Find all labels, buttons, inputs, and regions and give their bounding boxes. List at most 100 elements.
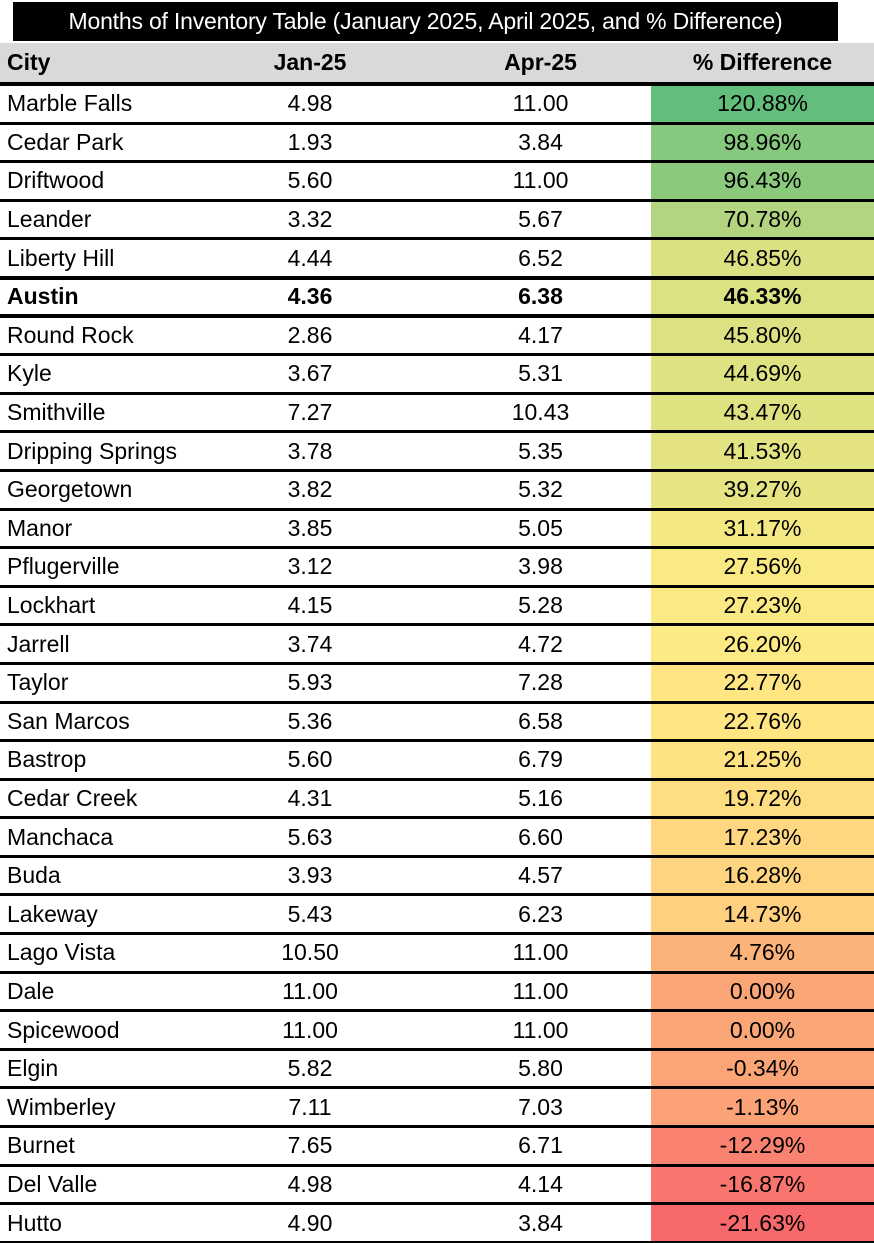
jan-cell: 3.93	[287, 862, 333, 889]
diff-cell: -12.29%	[651, 1128, 874, 1164]
jan-cell: 7.27	[287, 399, 333, 426]
apr-cell: 3.84	[518, 128, 563, 155]
table-row: Elgin 5.82 5.80 -0.34%	[0, 1050, 874, 1090]
city-cell: Dripping Springs	[7, 437, 178, 464]
diff-cell: 22.77%	[651, 664, 874, 701]
table-row: Lago Vista 10.50 11.00 4.76%	[0, 935, 874, 974]
diff-cell: 0.00%	[651, 973, 874, 1010]
apr-cell: 7.03	[518, 1093, 563, 1120]
table-row: Spicewood 11.00 11.00 0.00%	[0, 1012, 874, 1051]
diff-cell: 16.28%	[651, 857, 874, 894]
jan-cell: 3.12	[287, 553, 333, 580]
jan-cell: 5.82	[287, 1055, 333, 1082]
table-row: San Marcos 5.36 6.58 22.76%	[0, 703, 874, 743]
jan-cell: 10.50	[281, 939, 339, 966]
table-row: Lockhart 4.15 5.28 27.23%	[0, 587, 874, 627]
diff-cell: 14.73%	[651, 896, 874, 933]
diff-cell: 43.47%	[651, 394, 874, 431]
table-row: Dripping Springs 3.78 5.35 41.53%	[0, 433, 874, 472]
city-cell: Marble Falls	[7, 90, 133, 117]
table-row: Taylor 5.93 7.28 22.77%	[0, 664, 874, 704]
diff-cell: -21.63%	[651, 1205, 874, 1241]
city-cell: Dale	[7, 977, 55, 1004]
city-cell: Buda	[7, 862, 61, 889]
city-cell: Lockhart	[7, 592, 96, 619]
table-row: Cedar Creek 4.31 5.16 19.72%	[0, 780, 874, 820]
apr-cell: 6.58	[518, 707, 563, 734]
city-cell: Del Valle	[7, 1170, 98, 1197]
table-row: Cedar Park 1.93 3.84 98.96%	[0, 124, 874, 164]
jan-cell: 3.85	[287, 514, 333, 541]
diff-cell: 19.72%	[651, 780, 874, 817]
diff-cell: 0.00%	[651, 1012, 874, 1048]
diff-cell: 41.53%	[651, 433, 874, 469]
table-row: Bastrop 5.60 6.79 21.25%	[0, 742, 874, 781]
apr-cell: 6.71	[518, 1132, 563, 1159]
diff-cell: 46.33%	[651, 279, 874, 314]
table-row: Georgetown 3.82 5.32 39.27%	[0, 471, 874, 511]
jan-cell: 2.86	[287, 321, 333, 348]
city-cell: Leander	[7, 206, 92, 233]
apr-cell: 3.98	[518, 553, 563, 580]
apr-cell: 11.00	[512, 977, 569, 1004]
apr-cell: 11.00	[512, 167, 569, 194]
diff-cell: 45.80%	[651, 317, 874, 354]
city-cell: Bastrop	[7, 746, 87, 773]
diff-cell: 70.78%	[651, 201, 874, 238]
apr-cell: 4.72	[518, 630, 563, 657]
city-cell: Lakeway	[7, 900, 98, 927]
city-cell: Jarrell	[7, 630, 70, 657]
table-body: Marble Falls 4.98 11.00 120.88% Cedar Pa…	[0, 86, 874, 1243]
city-cell: Cedar Park	[7, 128, 124, 155]
apr-cell: 5.16	[518, 784, 563, 811]
apr-cell: 11.00	[512, 939, 569, 966]
diff-cell: -0.34%	[651, 1050, 874, 1087]
table-row: Manchaca 5.63 6.60 17.23%	[0, 819, 874, 858]
jan-cell: 3.82	[287, 476, 333, 503]
table-row: Buda 3.93 4.57 16.28%	[0, 857, 874, 897]
apr-cell: 10.43	[511, 399, 570, 426]
jan-cell: 5.60	[287, 167, 333, 194]
jan-cell: 3.32	[287, 206, 333, 233]
apr-cell: 6.52	[518, 244, 563, 271]
city-cell: Kyle	[7, 360, 52, 387]
diff-cell: -1.13%	[651, 1089, 874, 1126]
diff-cell: 96.43%	[651, 163, 874, 199]
table-row: Manor 3.85 5.05 31.17%	[0, 510, 874, 550]
table-row: Pflugerville 3.12 3.98 27.56%	[0, 549, 874, 588]
table-row: Jarrell 3.74 4.72 26.20%	[0, 626, 874, 665]
city-cell: Manor	[7, 514, 73, 541]
apr-cell: 5.31	[518, 360, 563, 387]
diff-cell: 27.23%	[651, 587, 874, 624]
city-cell: Spicewood	[7, 1016, 120, 1043]
city-cell: San Marcos	[7, 707, 130, 734]
jan-cell: 4.98	[287, 90, 333, 117]
table-row: Austin 4.36 6.38 46.33%	[0, 278, 874, 318]
diff-cell: 98.96%	[651, 124, 874, 161]
diff-cell: 31.17%	[651, 510, 874, 547]
diff-cell: 39.27%	[651, 471, 874, 508]
table-row: Del Valle 4.98 4.14 -16.87%	[0, 1166, 874, 1206]
jan-cell: 3.78	[287, 437, 333, 464]
apr-cell: 7.28	[518, 669, 563, 696]
apr-cell: 4.14	[518, 1170, 563, 1197]
city-cell: Manchaca	[7, 823, 114, 850]
jan-cell: 4.98	[287, 1170, 333, 1197]
jan-cell: 4.90	[287, 1209, 333, 1236]
apr-cell: 5.05	[518, 514, 563, 541]
title-bar: Months of Inventory Table (January 2025,…	[13, 2, 838, 41]
city-cell: Round Rock	[7, 321, 134, 348]
apr-cell: 11.00	[512, 90, 569, 117]
apr-cell: 6.60	[518, 823, 563, 850]
diff-cell: 46.85%	[651, 240, 874, 276]
apr-cell: 6.38	[518, 283, 563, 310]
diff-cell: 44.69%	[651, 356, 874, 392]
jan-cell: 3.74	[287, 630, 333, 657]
table-header-row: City Jan-25 Apr-25 % Difference	[0, 43, 874, 86]
city-cell: Austin	[7, 283, 79, 310]
apr-cell: 4.57	[518, 862, 563, 889]
diff-cell: -16.87%	[651, 1166, 874, 1203]
jan-cell: 5.60	[287, 746, 333, 773]
diff-cell: 22.76%	[651, 703, 874, 740]
